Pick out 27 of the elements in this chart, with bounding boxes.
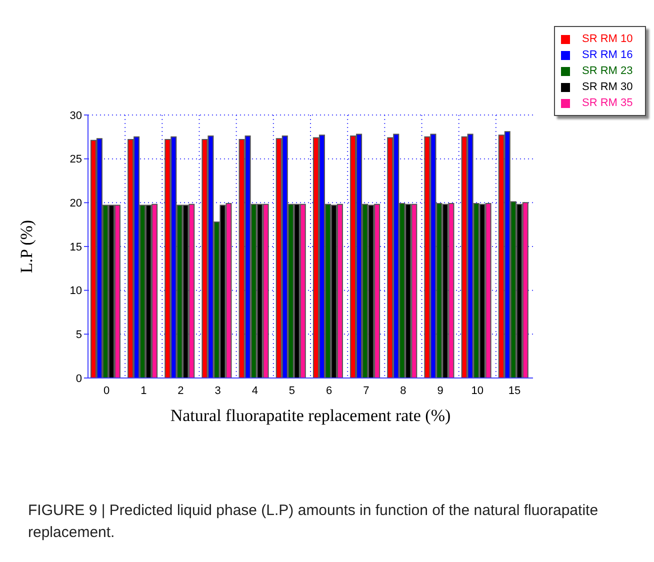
x-tick-label: 4 — [252, 384, 258, 397]
x-tick-label: 15 — [508, 384, 521, 397]
x-tick-label: 8 — [400, 384, 406, 397]
legend-label: SR RM 16 — [582, 49, 633, 61]
y-tick-label: 15 — [70, 241, 82, 254]
y-tick-label: 0 — [76, 372, 82, 385]
x-tick-label: 7 — [363, 384, 370, 397]
legend-label: SR RM 10 — [582, 33, 633, 45]
legend-label: SR RM 23 — [582, 65, 633, 77]
legend-label: SR RM 35 — [582, 97, 633, 109]
x-tick-label: 10 — [471, 384, 484, 397]
y-tick-label: 10 — [70, 285, 82, 298]
caption: FIGURE 9 | Predicted liquid phase (L.P) amounts in function of the natural fluorapatite replacement. — [28, 501, 600, 543]
x-tick-label: 3 — [214, 384, 221, 397]
y-tick-label: 5 — [76, 329, 82, 342]
x-tick-label: 1 — [140, 384, 147, 397]
x-tick-label: 6 — [326, 384, 332, 397]
x-axis-title: Natural fluorapatite replacement rate (%) — [170, 406, 451, 425]
y-axis-title: L.P (%) — [17, 220, 36, 274]
x-tick-label: 5 — [288, 384, 296, 397]
x-tick-label: 9 — [437, 384, 444, 397]
x-tick-label: 2 — [178, 384, 184, 397]
y-tick-label: 25 — [70, 154, 82, 166]
y-tick-label: 20 — [70, 198, 82, 210]
y-tick-label: 30 — [70, 110, 82, 122]
x-tick-label: 0 — [103, 384, 110, 397]
legend-label: SR RM 30 — [582, 81, 633, 93]
